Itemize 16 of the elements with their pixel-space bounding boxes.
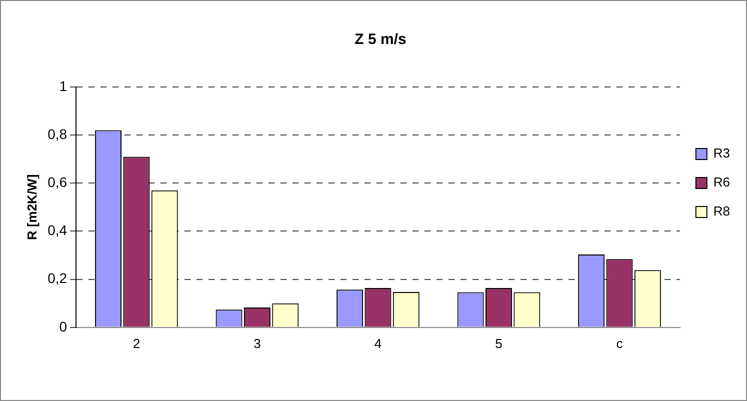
y-tick-label: 1: [59, 78, 68, 94]
y-tick-label: 0,8: [48, 126, 68, 142]
x-tick-label: 5: [495, 336, 502, 351]
y-axis-title: R [m2K/W]: [24, 174, 40, 240]
x-tick-label: c: [616, 336, 624, 351]
y-tick-label: 0,6: [48, 174, 68, 190]
legend-label: R3: [713, 146, 730, 161]
legend-label: R6: [713, 174, 730, 190]
chart-title: Z 5 m/s: [354, 31, 406, 48]
legend-label: R8: [713, 204, 730, 219]
x-tick-label: 3: [254, 336, 261, 351]
y-tick-label: 0,4: [48, 222, 68, 238]
y-tick-label: 0,2: [48, 270, 68, 286]
x-tick-label: 4: [374, 336, 382, 351]
x-tick-label: 2: [132, 336, 140, 351]
y-tick-label: 0: [59, 318, 68, 334]
